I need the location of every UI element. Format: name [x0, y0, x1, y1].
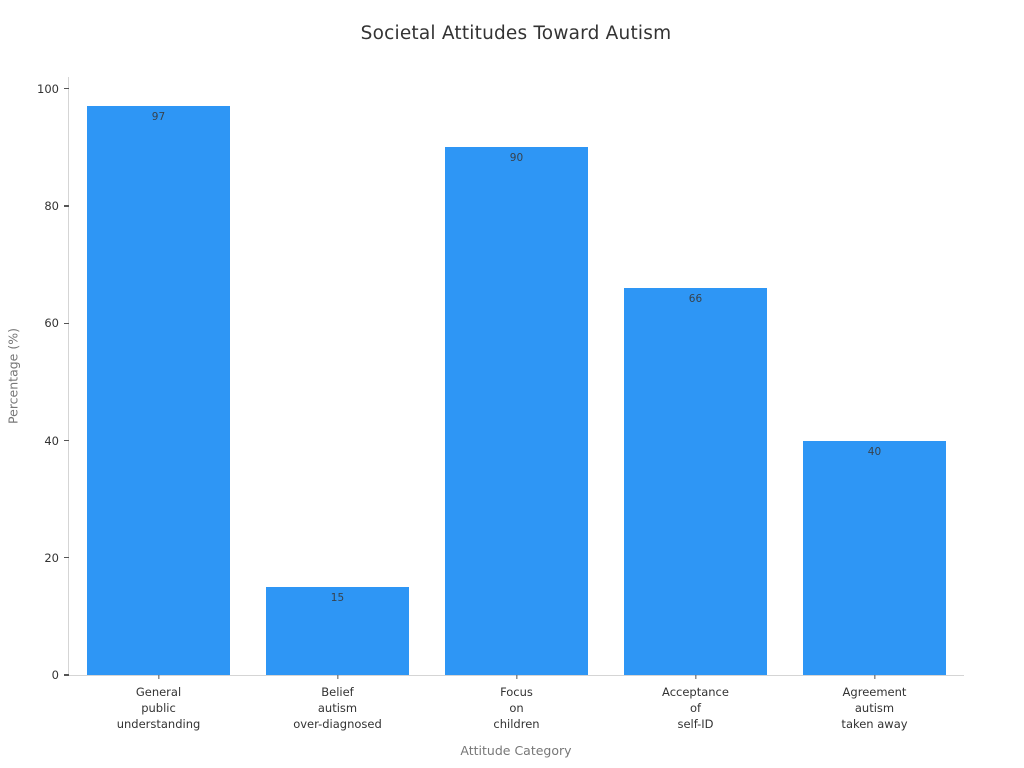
x-category-label-3: Focus on children	[493, 685, 540, 731]
y-tick-100: 100	[13, 82, 69, 96]
y-tick-40: 40	[13, 434, 69, 448]
y-tick-mark	[64, 439, 69, 442]
x-category-label-2: Belief autism over-diagnosed	[293, 685, 382, 731]
y-tick-label: 20	[44, 550, 59, 565]
x-category-label-1: General public understanding	[116, 685, 201, 731]
plot-area: 0 20 40 60 80 100 97 15 90 66 40 General public u…	[37, 77, 964, 731]
y-tick-60: 60	[13, 316, 69, 330]
y-tick-label: 0	[51, 668, 59, 682]
y-axis-title: Percentage (%)	[5, 328, 21, 424]
x-category-label-5: Agreement autism taken away	[841, 685, 908, 731]
bar-3: 90	[444, 147, 589, 675]
x-tick-mark	[694, 675, 697, 679]
bar-value-label: 15	[330, 592, 345, 605]
bar-value-label: 40	[867, 445, 882, 458]
x-axis-title: Attitude Category	[460, 743, 572, 758]
y-tick-0: 0	[13, 668, 69, 682]
y-tick-mark	[64, 322, 69, 324]
bar-4: 66	[623, 288, 768, 675]
x-category-label-4: Acceptance of self-ID	[662, 685, 729, 731]
y-tick-label: 100	[37, 81, 59, 96]
x-tick-mark	[515, 675, 518, 679]
chart-title: Societal Attitudes Toward Autism	[360, 23, 672, 44]
y-tick-mark	[64, 557, 69, 559]
y-tick-mark	[64, 205, 69, 207]
bar-value-label: 90	[509, 152, 524, 165]
bar-value-label: 66	[688, 293, 703, 306]
y-tick-mark	[64, 674, 69, 676]
y-tick-80: 80	[13, 199, 69, 213]
y-tick-label: 40	[44, 433, 59, 448]
bar-value-label: 97	[151, 111, 166, 124]
x-tick-mark	[157, 675, 160, 679]
y-tick-20: 20	[13, 551, 69, 565]
y-tick-label: 80	[44, 198, 59, 213]
x-tick-mark	[873, 675, 876, 679]
y-tick-mark	[64, 88, 69, 90]
y-tick-label: 60	[44, 316, 59, 331]
bar-2: 15	[265, 587, 410, 675]
bar-5: 40	[802, 440, 947, 675]
bar-1: 97	[86, 106, 231, 675]
x-tick-mark	[336, 675, 339, 679]
